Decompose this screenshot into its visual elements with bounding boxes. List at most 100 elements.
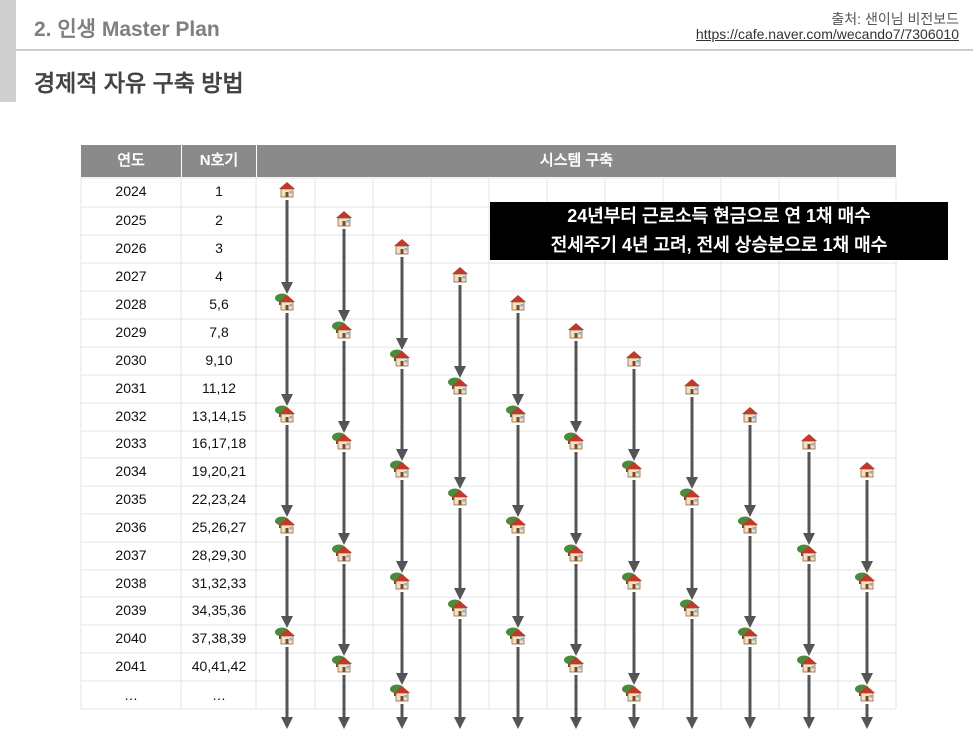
house-with-tree-icon [332,321,352,339]
house-with-tree-icon [390,684,410,702]
down-arrow-icon [338,675,350,729]
section-title: 2. 인생 Master Plan [34,18,220,41]
house-with-tree-icon [855,684,875,702]
down-arrow-icon [570,452,582,545]
year-cell: 2036 [115,519,147,535]
callout-box: 24년부터 근로소득 현금으로 연 1채 매수 전세주기 4년 고려, 전세 상… [490,202,948,260]
unit-number-cell: 7,8 [209,324,229,340]
year-cell: 2031 [115,380,147,396]
unit-number-cell: 3 [215,240,223,256]
year-cell: 2029 [115,324,147,340]
down-arrow-icon [744,425,756,517]
down-arrow-icon [803,564,815,656]
year-cell: 2024 [115,183,147,199]
unit-number-cell: 25,26,27 [191,519,247,535]
unit-number-cell: 9,10 [205,352,233,368]
house-icon [336,211,352,227]
unit-number-cell: 34,35,36 [191,602,247,618]
down-arrow-icon [570,675,582,729]
down-arrow-icon [861,480,873,573]
house-icon [452,267,468,283]
house-icon [626,351,642,367]
year-cell: 2039 [115,602,147,618]
year-cell: 2025 [115,212,147,228]
unit-number-cell: 31,32,33 [191,575,247,591]
unit-number-cell: 1 [215,183,223,199]
house-with-tree-icon [275,627,295,645]
down-arrow-icon [861,704,873,729]
down-arrow-icon [570,341,582,433]
down-arrow-icon [396,369,408,461]
down-arrow-icon [803,452,815,545]
year-cell: 2027 [115,268,147,284]
down-arrow-icon [281,313,293,406]
down-arrow-icon [338,452,350,545]
house-with-tree-icon [680,599,700,617]
down-arrow-icon [454,619,466,729]
house-with-tree-icon [622,572,642,590]
house-with-tree-icon [797,544,817,562]
down-arrow-icon [338,229,350,322]
source-label: 출처: 샌이님 비전보드 [831,11,959,27]
house-with-tree-icon [390,460,410,478]
down-arrow-icon [512,425,524,517]
house-with-tree-icon [506,627,526,645]
down-arrow-icon [686,397,698,489]
house-with-tree-icon [564,544,584,562]
down-arrow-icon [338,341,350,433]
column-header-n: N호기 [182,145,256,177]
year-cell: 2028 [115,296,147,312]
unit-number-cell: 19,20,21 [191,463,247,479]
house-with-tree-icon [390,349,410,367]
house-with-tree-icon [275,516,295,534]
year-cell: 2041 [115,658,147,674]
unit-number-cell: 40,41,42 [191,658,247,674]
house-with-tree-icon [275,293,295,311]
house-icon [742,407,758,423]
year-cell: 2038 [115,575,147,591]
down-arrow-icon [570,564,582,656]
house-with-tree-icon [622,684,642,702]
unit-number-cell: … [212,687,226,703]
year-cell: 2040 [115,630,147,646]
down-arrow-icon [281,536,293,628]
house-with-tree-icon [680,488,700,506]
down-arrow-icon [281,425,293,517]
unit-number-cell: 37,38,39 [191,630,247,646]
callout-line-2: 전세주기 4년 고려, 전세 상승분으로 1채 매수 [550,235,888,255]
down-arrow-icon [281,647,293,729]
house-with-tree-icon [506,405,526,423]
unit-number-cell: 28,29,30 [191,547,247,563]
house-with-tree-icon [275,405,295,423]
down-arrow-icon [628,704,640,729]
house-with-tree-icon [738,627,758,645]
down-arrow-icon [512,647,524,729]
house-with-tree-icon [332,544,352,562]
unit-number-cell: 5,6 [209,296,229,312]
house-icon [279,182,295,198]
year-cell: 2037 [115,547,147,563]
house-with-tree-icon [332,655,352,673]
year-cell: 2026 [115,240,147,256]
down-arrow-icon [396,257,408,350]
house-with-tree-icon [855,572,875,590]
house-with-tree-icon [564,432,584,450]
year-cell: 2033 [115,435,147,451]
source-link[interactable]: https://cafe.naver.com/wecando7/7306010 [695,26,959,42]
header-divider [16,49,973,51]
year-cell: 2034 [115,463,147,479]
house-icon [801,434,817,450]
unit-number-cell: 16,17,18 [191,435,247,451]
down-arrow-icon [454,285,466,378]
unit-number-cell: 4 [215,268,223,284]
house-icon [859,462,875,478]
house-with-tree-icon [622,460,642,478]
unit-number-cell: 2 [215,212,223,228]
down-arrow-icon [744,647,756,729]
down-arrow-icon [281,200,293,294]
house-icon [568,323,584,339]
down-arrow-icon [338,564,350,656]
down-arrow-icon [454,397,466,489]
down-arrow-icon [628,480,640,573]
